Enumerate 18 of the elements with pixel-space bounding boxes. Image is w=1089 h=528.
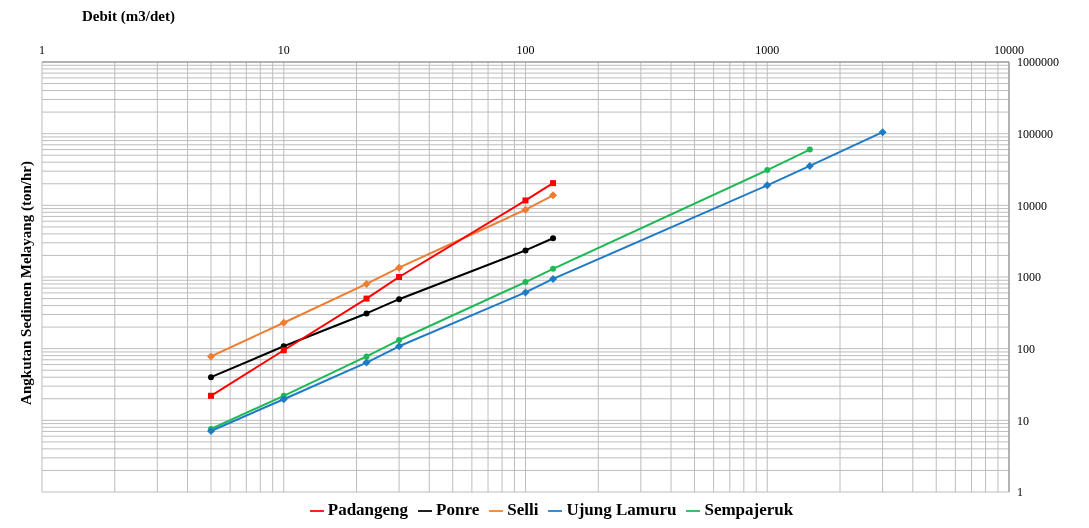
y-axis-title: Angkutan Sedimen Melayang (ton/hr) — [17, 161, 35, 405]
y-tick-label: 10 — [1017, 413, 1029, 428]
legend-label: Sempajeruk — [704, 500, 794, 519]
x-axis-title: Debit (m3/det) — [82, 8, 175, 25]
y-tick-label: 1000 — [1017, 270, 1041, 285]
y-tick-label: 1 — [1017, 485, 1023, 500]
y-tick-label: 100000 — [1017, 126, 1053, 141]
x-tick-label: 100 — [516, 43, 535, 57]
legend-label: Padangeng — [327, 500, 409, 519]
legend-label: Ponre — [436, 500, 480, 519]
y-tick-label: 1000000 — [1017, 55, 1059, 70]
x-tick-label: 10 — [277, 43, 290, 57]
x-tick-label: 1 — [39, 43, 45, 57]
x-tick-label: 1000 — [755, 43, 780, 57]
legend-label: Ujung Lamuru — [566, 500, 677, 519]
legend-label: Selli — [507, 500, 539, 519]
y-tick-label: 10000 — [1017, 198, 1047, 213]
y-tick-label: 100 — [1017, 341, 1035, 356]
